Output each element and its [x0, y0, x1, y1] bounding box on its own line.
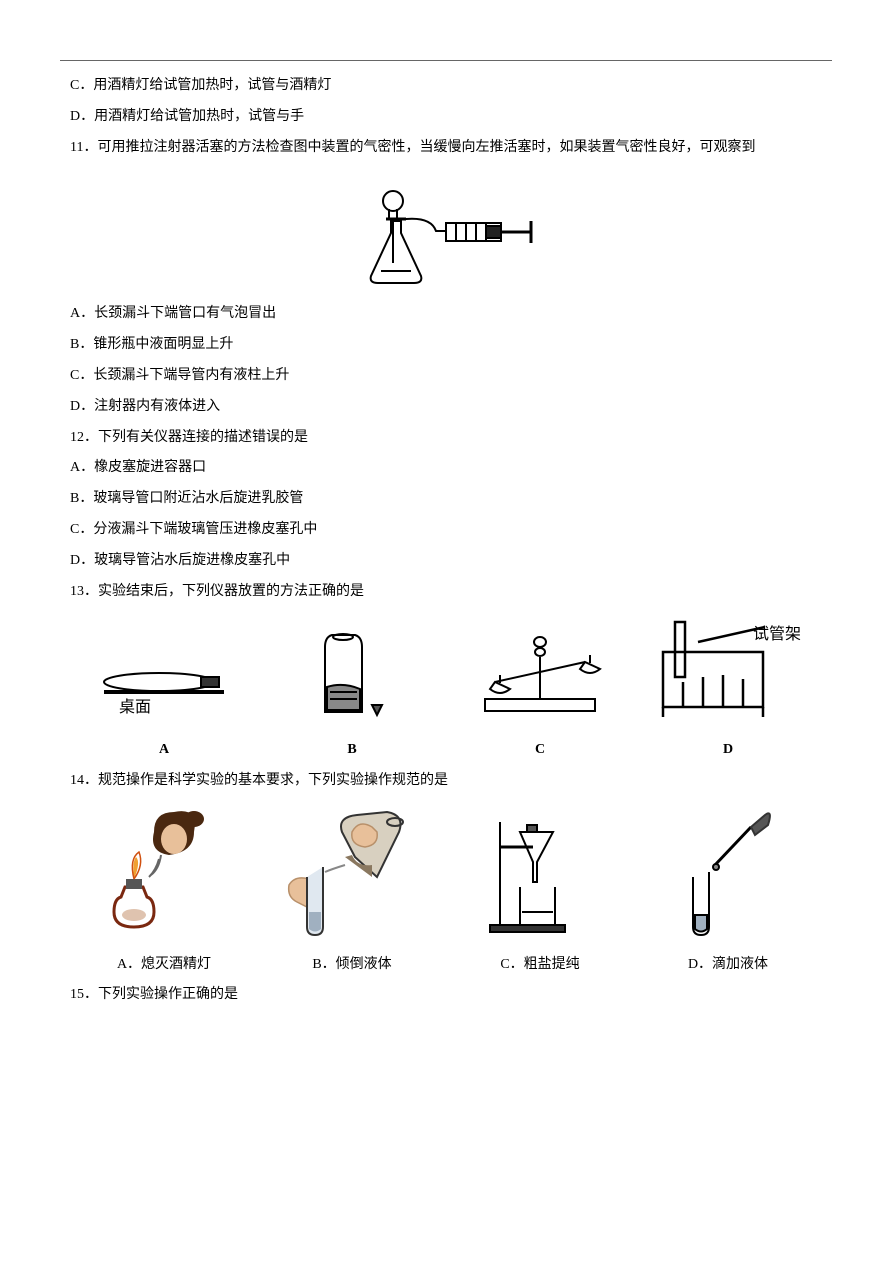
q14-fig-d [673, 807, 783, 937]
q14-stem: 14．规范操作是科学实验的基本要求，下列实验操作规范的是 [70, 766, 822, 797]
q11-a: A．长颈漏斗下端管口有气泡冒出 [70, 299, 822, 330]
option-d: D．用酒精灯给试管加热时，试管与手 [70, 102, 822, 133]
q11-c: C．长颈漏斗下端导管内有液柱上升 [70, 361, 822, 392]
q13-stem: 13．实验结束后，下列仪器放置的方法正确的是 [70, 577, 822, 608]
q13-label-a: A [70, 735, 258, 766]
q13-fig-b [297, 627, 407, 722]
q13-label-d: D [634, 735, 822, 766]
q14-cap-b: B．倾倒液体 [258, 950, 446, 981]
option-c: C．用酒精灯给试管加热时，试管与酒精灯 [70, 71, 822, 102]
q12-d: D．玻璃导管沾水后旋进橡皮塞孔中 [70, 546, 822, 577]
q11-b: B．锥形瓶中液面明显上升 [70, 330, 822, 361]
rack-label: 试管架 [753, 625, 801, 643]
q13-fig-d: 试管架 [653, 617, 803, 722]
q14-fig-a [99, 807, 229, 937]
q11-d: D．注射器内有液体进入 [70, 392, 822, 423]
q13-labels: A B C D [70, 735, 822, 766]
q12-a: A．橡皮塞旋进容器口 [70, 453, 822, 484]
q12-b: B．玻璃导管口附近沾水后旋进乳胶管 [70, 484, 822, 515]
q14-cap-d: D．滴加液体 [634, 950, 822, 981]
q14-cap-a: A．熄灭酒精灯 [70, 950, 258, 981]
q13-figure-row: 桌面 [70, 617, 822, 735]
q12-stem: 12．下列有关仪器连接的描述错误的是 [70, 423, 822, 454]
q14-captions: A．熄灭酒精灯 B．倾倒液体 C．粗盐提纯 D．滴加液体 [70, 950, 822, 981]
q14-fig-c [485, 807, 595, 937]
q14-fig-b [277, 807, 427, 937]
q13-label-c: C [446, 735, 634, 766]
q13-fig-a: 桌面 [99, 637, 229, 722]
q14-figure-row [70, 807, 822, 950]
q12-c: C．分液漏斗下端玻璃管压进橡皮塞孔中 [70, 515, 822, 546]
q14-cap-c: C．粗盐提纯 [446, 950, 634, 981]
q11-stem: 11．可用推拉注射器活塞的方法检查图中装置的气密性，当缓慢向左推活塞时，如果装置… [70, 133, 822, 164]
desk-label: 桌面 [119, 698, 151, 716]
q11-figure [70, 171, 822, 291]
q13-label-b: B [258, 735, 446, 766]
q13-fig-c [470, 627, 610, 722]
q15-stem: 15．下列实验操作正确的是 [70, 980, 822, 1011]
